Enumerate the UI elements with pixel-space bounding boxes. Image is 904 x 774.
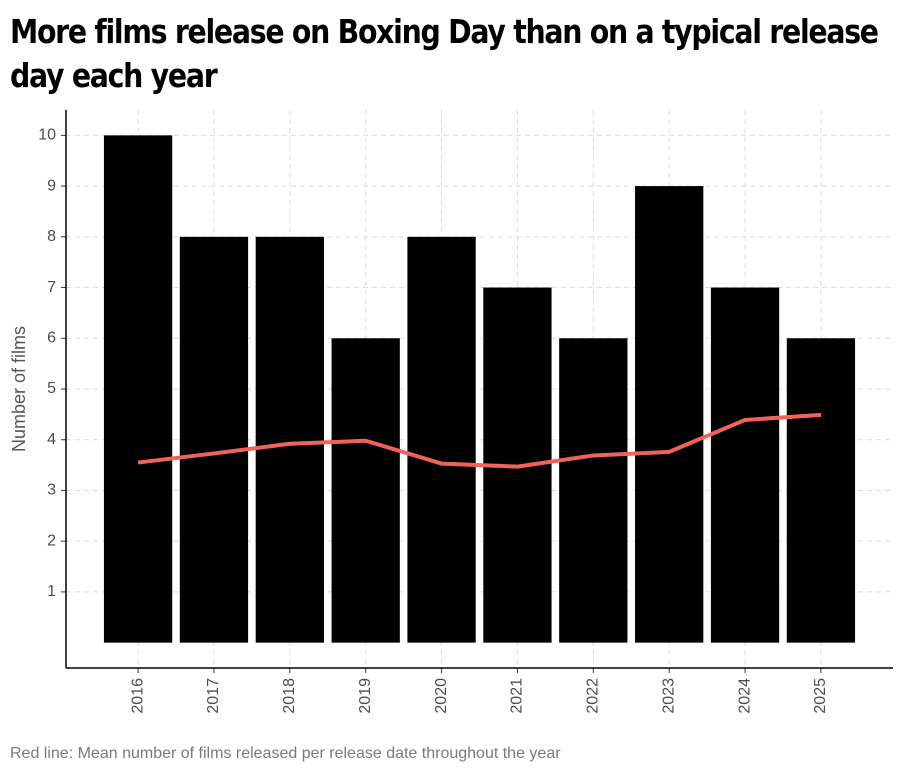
y-tick-label: 6	[47, 329, 56, 346]
y-tick-label: 9	[47, 177, 56, 194]
bar	[331, 338, 400, 643]
y-tick-label: 10	[38, 127, 56, 144]
y-tick-label: 7	[47, 279, 56, 296]
x-tick-label: 2024	[736, 678, 753, 714]
bar	[635, 186, 704, 643]
y-tick-label: 5	[47, 380, 56, 397]
y-tick-label: 3	[47, 482, 56, 499]
x-tick-label: 2025	[812, 678, 829, 714]
y-axis-label: Number of films	[9, 326, 29, 452]
x-tick-label: 2019	[357, 678, 374, 714]
bar	[710, 287, 780, 643]
bar	[559, 338, 628, 643]
bar	[103, 135, 173, 643]
x-tick-label: 2017	[205, 678, 222, 714]
chart-title: More films release on Boxing Day than on…	[10, 12, 879, 95]
x-tick-label: 2023	[660, 678, 677, 714]
x-tick-label: 2022	[585, 678, 602, 714]
x-tick-label: 2020	[433, 678, 450, 714]
caption: Red line: Mean number of films released …	[10, 745, 561, 762]
y-tick-label: 4	[47, 431, 56, 448]
y-tick-label: 2	[47, 532, 56, 549]
bar	[786, 338, 856, 643]
bar	[407, 236, 476, 643]
y-tick-label: 1	[47, 583, 56, 600]
x-tick-label: 2021	[509, 678, 526, 714]
x-tick-label: 2016	[129, 678, 146, 714]
y-tick-label: 8	[47, 228, 56, 245]
x-tick-label: 2018	[281, 678, 298, 714]
bar	[179, 236, 249, 643]
mean-line	[137, 412, 822, 469]
bar	[255, 236, 324, 643]
